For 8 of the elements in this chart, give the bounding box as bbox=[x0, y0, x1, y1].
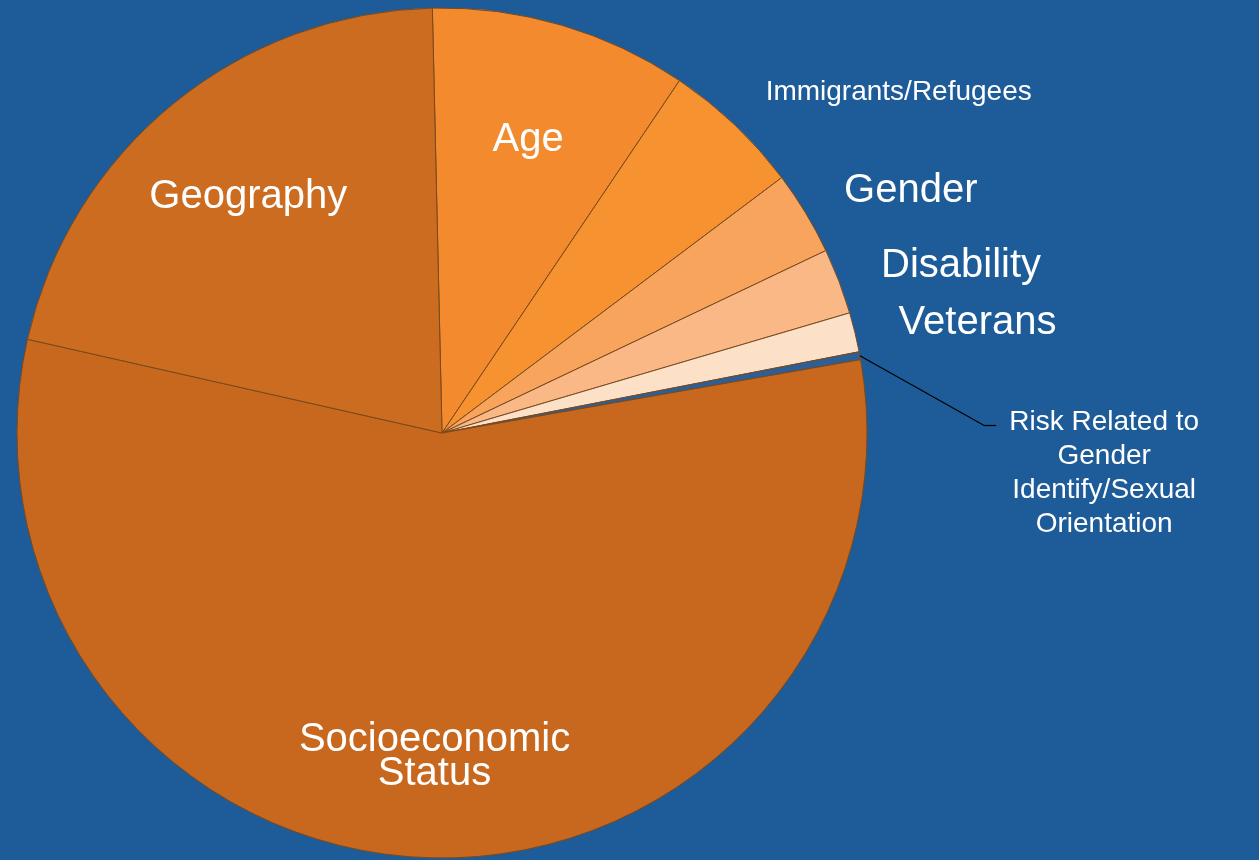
slice-label: Veterans bbox=[898, 297, 1057, 342]
slice-label: Geography bbox=[149, 172, 348, 217]
slice-label: Age bbox=[492, 115, 564, 160]
slice-label: Immigrants/Refugees bbox=[765, 75, 1032, 107]
slice-label: Risk Related to Gender Identify/Sexual Orientation bbox=[1009, 404, 1200, 538]
slice-label: Gender bbox=[844, 165, 978, 210]
slice-label: Socioeconomic Status bbox=[298, 714, 571, 793]
slice-label: Disability bbox=[881, 241, 1042, 286]
